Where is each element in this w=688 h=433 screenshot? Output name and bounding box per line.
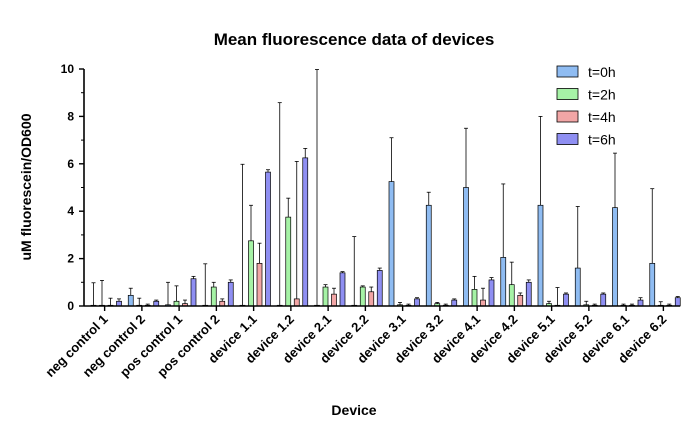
y-tick-label-8: 8 — [67, 109, 74, 123]
chart-title: Mean fluorescence data of devices — [214, 30, 495, 49]
bar-3-2 — [190, 278, 197, 307]
legend-label-3: t=6h — [588, 132, 616, 148]
bar-1-5 — [285, 216, 292, 307]
legend-label-2: t=4h — [588, 109, 616, 125]
bar-3-11 — [525, 281, 532, 307]
bar-0-8 — [388, 181, 395, 307]
bar-3-4 — [265, 171, 271, 307]
y-tick-label-2: 2 — [67, 252, 74, 266]
legend-swatch-3 — [556, 133, 579, 145]
bar-3-3 — [227, 281, 234, 307]
y-tick-label-0: 0 — [67, 299, 74, 313]
legend: t=0h t=2h t=4h t=6h — [556, 64, 616, 148]
legend-label-1: t=2h — [588, 87, 616, 103]
y-tick-label-6: 6 — [67, 157, 74, 171]
bar-2-7 — [368, 291, 375, 307]
bar-3-10 — [488, 279, 495, 307]
y-tick-label-10: 10 — [61, 62, 75, 76]
bar-0-14 — [612, 207, 618, 307]
bar-2-6 — [331, 293, 337, 307]
bar-3-12 — [563, 293, 569, 307]
y-axis-label: uM fluorescein/OD600 — [18, 113, 34, 260]
legend-swatch-2 — [556, 110, 579, 123]
bar-3-5 — [302, 157, 309, 307]
bar-0-12 — [537, 204, 544, 307]
legend-swatch-0 — [556, 65, 579, 78]
bar-2-5 — [293, 298, 300, 307]
x-axis-label: Device — [331, 402, 376, 418]
bar-3-15 — [674, 297, 681, 307]
bar-0-11 — [500, 257, 507, 307]
bar-2-10 — [480, 299, 486, 307]
bar-1-3 — [210, 286, 217, 307]
bar-1-7 — [359, 286, 366, 307]
bar-1-4 — [248, 240, 254, 307]
bar-3-9 — [451, 299, 458, 307]
bar-2-11 — [517, 294, 524, 307]
bar-3-13 — [600, 293, 607, 307]
bar-3-6 — [339, 272, 346, 307]
bar-0-15 — [649, 262, 656, 307]
legend-swatch-1 — [556, 88, 579, 100]
bar-3-7 — [376, 270, 383, 307]
bar-3-14 — [637, 299, 644, 307]
bar-0-10 — [463, 187, 469, 307]
legend-label-0: t=0h — [588, 64, 616, 80]
y-tick-label-4: 4 — [67, 204, 74, 218]
bar-0-13 — [574, 267, 581, 307]
plot-area — [90, 69, 681, 307]
bar-1-6 — [322, 286, 329, 307]
bar-0-9 — [425, 204, 432, 307]
bar-2-4 — [256, 262, 263, 307]
bar-1-11 — [508, 284, 515, 307]
bar-0-1 — [127, 294, 134, 307]
bar-1-10 — [471, 289, 478, 307]
bar-3-8 — [414, 298, 420, 307]
